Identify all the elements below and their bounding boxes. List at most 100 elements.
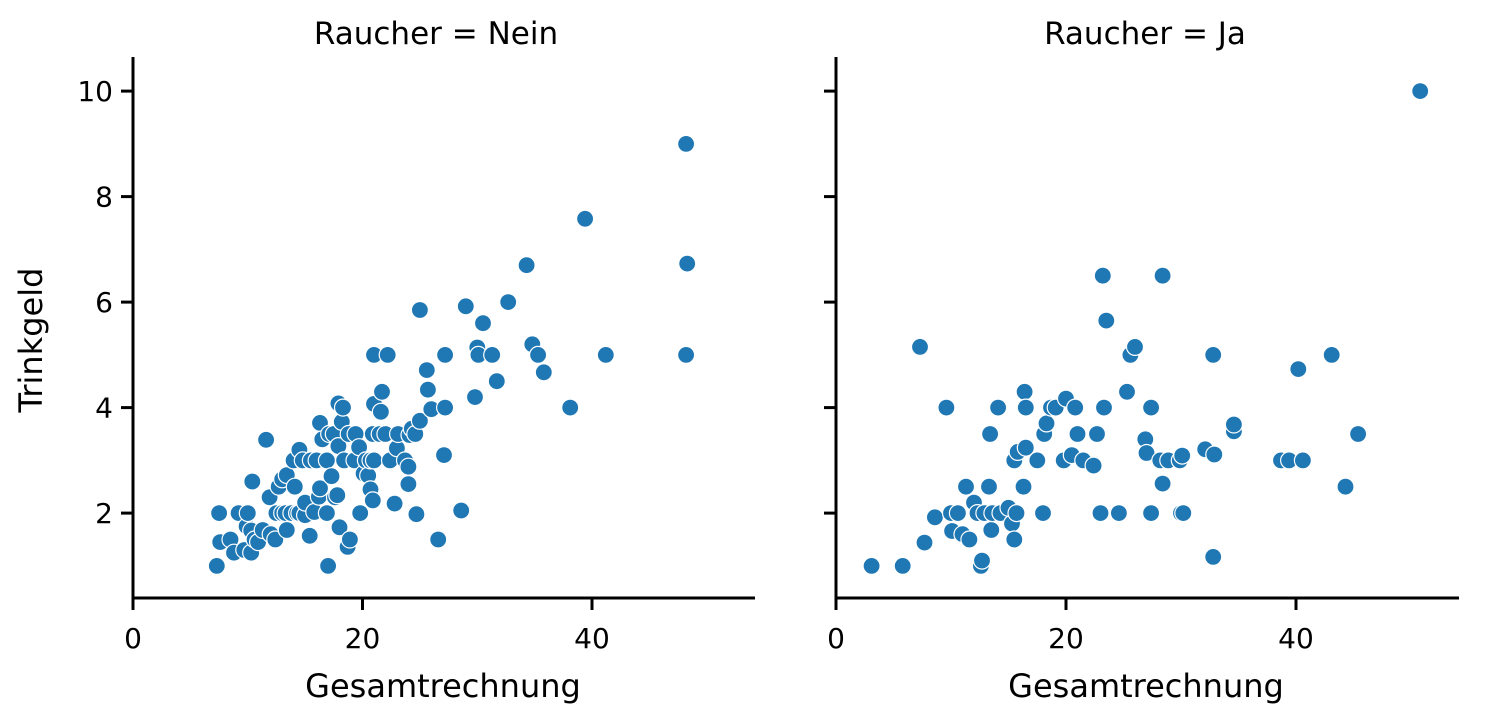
data-point — [310, 479, 330, 498]
data-points — [207, 134, 697, 576]
data-point — [1173, 446, 1192, 465]
panel-title: Raucher = Ja — [1044, 16, 1246, 52]
data-point — [1093, 266, 1112, 285]
data-point — [364, 451, 384, 470]
y-tick-label: 4 — [95, 392, 113, 425]
data-point — [317, 503, 336, 523]
data-point — [418, 380, 437, 399]
x-axis-label: Gesamtrechnung — [1008, 667, 1284, 705]
data-point — [1411, 81, 1430, 101]
data-point — [988, 398, 1008, 417]
data-point — [1014, 477, 1033, 496]
data-point — [330, 518, 349, 537]
data-point — [340, 530, 359, 549]
y-ticks: 2 4 6 8 10 — [77, 75, 133, 530]
data-point — [319, 556, 338, 576]
data-point — [322, 467, 341, 486]
data-point — [1016, 398, 1035, 417]
data-point — [238, 503, 257, 523]
data-point — [1137, 443, 1156, 463]
data-point — [956, 477, 976, 496]
data-point — [862, 556, 881, 576]
data-point — [1322, 345, 1341, 364]
y-tick-label: 2 — [95, 497, 113, 530]
data-point — [1084, 456, 1103, 475]
data-point — [456, 297, 475, 316]
data-point — [528, 345, 548, 364]
data-point — [1028, 451, 1047, 470]
data-point — [1174, 503, 1193, 523]
data-point — [363, 491, 382, 510]
data-point — [436, 345, 455, 364]
data-point — [1289, 360, 1308, 379]
data-point — [351, 503, 370, 523]
x-tick-label: 40 — [574, 622, 610, 655]
y-tick-label: 8 — [95, 181, 113, 214]
data-point — [1293, 451, 1313, 470]
data-point — [417, 361, 436, 380]
x-ticks: 0 20 40 — [124, 598, 610, 655]
panel-smoker: Raucher = Ja 0 20 40 Gesamtrechnung — [824, 16, 1459, 705]
data-point — [1094, 398, 1114, 417]
data-point — [980, 424, 1000, 444]
data-point — [1068, 424, 1087, 444]
data-point — [1109, 503, 1129, 523]
data-point — [483, 345, 502, 364]
data-point — [407, 505, 426, 524]
y-axis-label: Trinkgeld — [12, 268, 50, 414]
data-point — [1348, 424, 1368, 444]
data-point — [910, 337, 930, 356]
x-axis-label: Gesamtrechnung — [305, 667, 581, 705]
data-point — [915, 533, 934, 552]
panel-title: Raucher = Nein — [314, 16, 558, 52]
data-point — [1125, 337, 1145, 356]
data-point — [893, 556, 912, 576]
data-point — [372, 382, 392, 401]
data-point — [452, 501, 471, 520]
data-point — [207, 556, 226, 576]
data-point — [1141, 398, 1161, 417]
data-point — [257, 430, 276, 449]
data-point — [1091, 503, 1110, 523]
data-point — [1037, 414, 1056, 433]
data-point — [1153, 474, 1172, 493]
data-point — [385, 494, 404, 513]
x-tick-label: 0 — [827, 622, 845, 655]
data-point — [1087, 424, 1107, 444]
data-point — [371, 402, 390, 421]
data-point — [285, 477, 304, 496]
data-point — [499, 293, 518, 312]
data-point — [534, 363, 553, 382]
data-point — [473, 314, 493, 333]
data-point — [317, 451, 336, 470]
data-point — [277, 520, 296, 540]
data-point — [1153, 266, 1172, 285]
data-point — [378, 345, 397, 364]
data-point — [1204, 547, 1223, 567]
data-point — [1007, 503, 1026, 523]
data-point — [487, 372, 506, 391]
x-tick-label: 40 — [1278, 622, 1314, 655]
data-point — [925, 508, 945, 527]
data-point — [1033, 503, 1053, 523]
data-point — [937, 398, 956, 417]
data-point — [410, 300, 429, 320]
data-point — [1141, 503, 1161, 523]
data-point — [1016, 438, 1035, 457]
data-point — [300, 526, 319, 545]
y-tick-label: 6 — [95, 286, 113, 319]
data-point — [328, 486, 347, 505]
data-point — [1015, 382, 1034, 401]
y-tick-label: 10 — [77, 75, 113, 108]
data-point — [960, 530, 979, 549]
data-point — [399, 457, 418, 476]
data-points — [862, 81, 1430, 576]
data-point — [434, 446, 454, 465]
panel-non-smoker: Raucher = Nein 2 4 6 8 10 0 20 40 Gesamtrechnu… — [12, 16, 755, 705]
data-point — [1204, 345, 1223, 364]
data-point — [399, 475, 418, 494]
data-point — [979, 477, 999, 496]
x-tick-label: 20 — [345, 622, 381, 655]
